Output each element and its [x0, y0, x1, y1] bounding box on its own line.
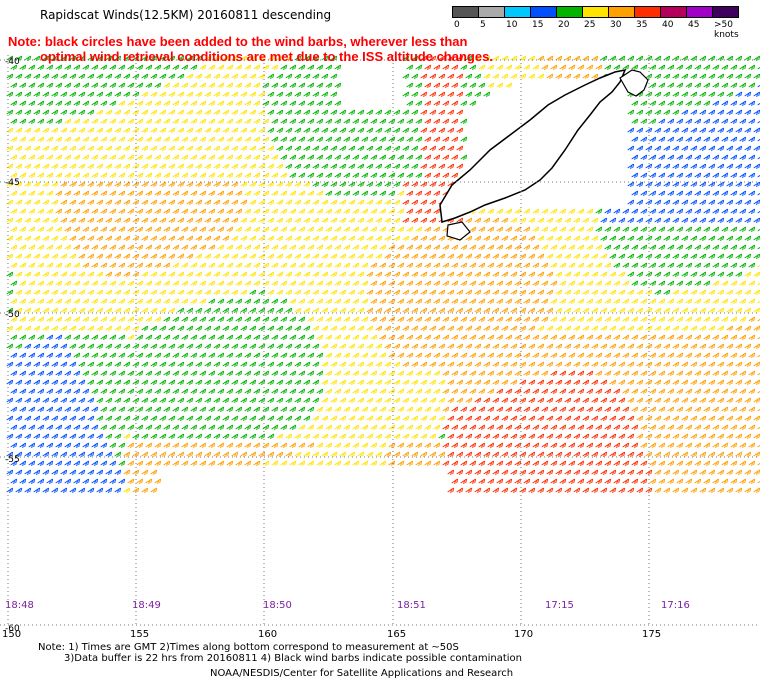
longitude-label: 165 — [387, 629, 407, 640]
legend-label: 30 — [610, 20, 622, 30]
map-title: Rapidscat Winds(12.5KM) 20160811 descend… — [40, 8, 332, 22]
legend-swatch — [530, 6, 556, 18]
contamination-note-line-2: optimal wind retrieval conditions are me… — [40, 49, 493, 64]
longitude-label: 170 — [514, 629, 534, 640]
legend-swatch — [582, 6, 608, 18]
new-zealand-north-tip — [619, 69, 649, 97]
legend-swatch — [556, 6, 582, 18]
legend-swatch — [712, 6, 739, 18]
latitude-label: -45 — [5, 178, 20, 188]
legend-label: 45 — [688, 20, 700, 30]
legend-label: 15 — [532, 20, 544, 30]
longitude-label: 160 — [258, 629, 278, 640]
legend-swatch — [452, 6, 478, 18]
time-label: 18:51 — [397, 600, 426, 611]
latitude-label: -50 — [5, 310, 20, 320]
latitude-label: -40 — [5, 57, 20, 67]
wind-speed-legend-labels: 0 5 10 15 20 25 30 35 40 45 >50 knots — [452, 20, 752, 40]
longitude-label: 175 — [642, 629, 662, 640]
latitude-label: -55 — [5, 455, 20, 465]
graticule — [0, 55, 760, 626]
legend-label: 40 — [662, 20, 674, 30]
legend-label: 5 — [480, 20, 486, 30]
time-label: 18:50 — [263, 600, 292, 611]
footer-credit: NOAA/NESDIS/Center for Satellite Applica… — [210, 668, 514, 679]
stewart-island — [446, 221, 471, 241]
time-label: 18:48 — [5, 600, 34, 611]
wind-speed-legend — [452, 6, 739, 18]
legend-label: >50 knots — [714, 20, 739, 40]
time-label: 17:16 — [661, 600, 690, 611]
latitude-label: -60 — [5, 624, 20, 634]
legend-swatch — [686, 6, 712, 18]
new-zealand-south-island — [439, 68, 627, 223]
footer-note-1: Note: 1) Times are GMT 2)Times along bot… — [38, 642, 459, 653]
legend-label: 25 — [584, 20, 596, 30]
legend-label: 0 — [454, 20, 460, 30]
legend-label: 35 — [636, 20, 648, 30]
time-label: 18:49 — [132, 600, 161, 611]
longitude-label: 150 — [2, 629, 22, 640]
contamination-note-line-1: Note: black circles have been added to t… — [8, 34, 468, 49]
legend-label: 20 — [558, 20, 570, 30]
legend-label: 10 — [506, 20, 518, 30]
wind-barbs-layer — [6, 55, 760, 494]
footer-note-2: 3)Data buffer is 22 hrs from 20160811 4)… — [64, 653, 522, 664]
legend-swatch — [504, 6, 530, 18]
time-label: 17:15 — [545, 600, 574, 611]
legend-swatch — [660, 6, 686, 18]
legend-swatch — [608, 6, 634, 18]
longitude-label: 155 — [130, 629, 150, 640]
legend-swatch — [634, 6, 660, 18]
legend-swatch — [478, 6, 504, 18]
